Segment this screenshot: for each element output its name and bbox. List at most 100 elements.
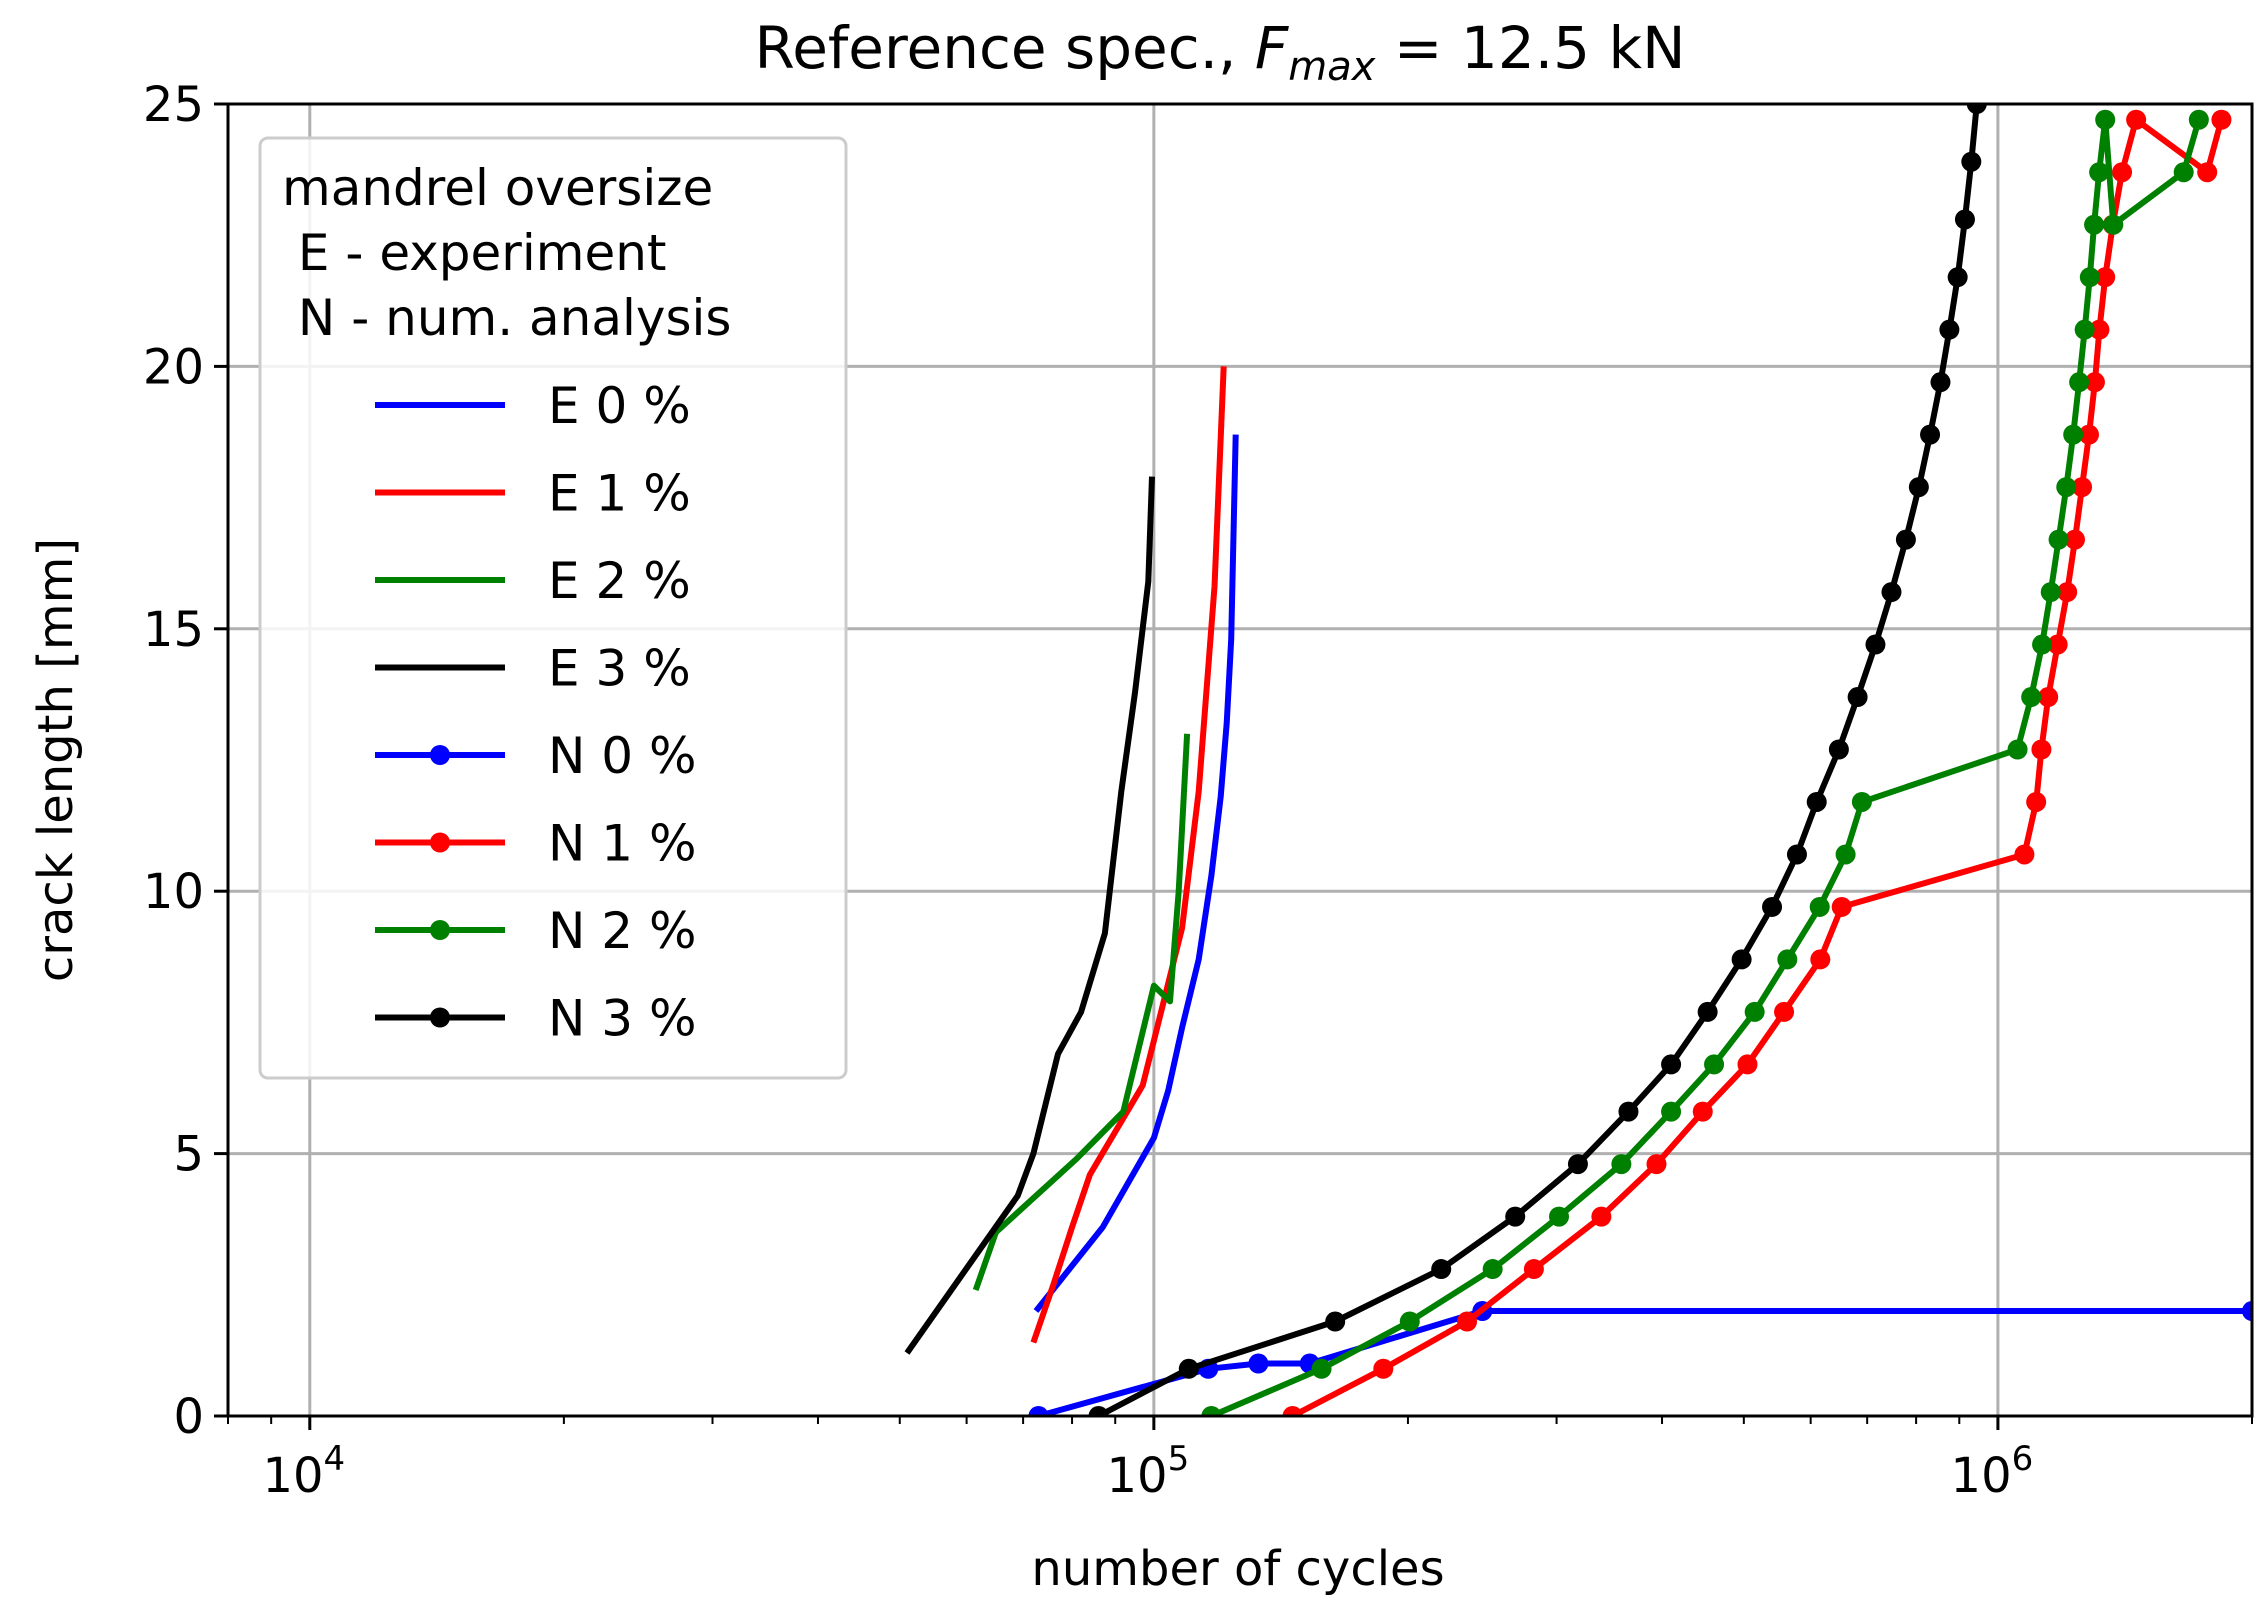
data-point — [1786, 844, 1807, 865]
data-point — [1282, 1406, 1303, 1416]
axis-ticks: 104 105 106 0 5 10 15 20 25 — [143, 77, 2253, 1504]
data-point — [2079, 267, 2100, 288]
data-point — [2197, 162, 2218, 183]
series-e-3 — [904, 476, 1155, 1355]
legend-label: N 2 % — [548, 902, 697, 960]
legend: mandrel oversize E - experiment N - num.… — [258, 136, 848, 1080]
data-point — [1744, 1001, 1765, 1022]
data-point — [1847, 687, 1868, 708]
legend-marker — [430, 1007, 450, 1028]
data-point — [1988, 31, 2008, 51]
data-point — [2048, 529, 2069, 550]
y-tick-label: 0 — [173, 1389, 204, 1445]
data-point — [1661, 1054, 1682, 1075]
data-point — [1895, 529, 1916, 550]
legend-entry: N 3 % — [375, 990, 697, 1048]
data-point — [1930, 372, 1951, 393]
data-point — [2014, 844, 2035, 865]
data-point — [2032, 634, 2053, 655]
data-point — [1851, 791, 1872, 812]
data-point — [2084, 214, 2105, 235]
y-tick-label: 25 — [143, 77, 204, 133]
chart-title: Reference spec., Fmax = 12.5 kN — [755, 14, 1686, 90]
series-e-0 — [1033, 434, 1239, 1313]
data-point — [1774, 1001, 1795, 1022]
data-point — [2188, 109, 2209, 130]
data-point — [1881, 582, 1902, 603]
data-point — [1399, 1311, 1420, 1332]
series-n-3 — [1088, 31, 2008, 1416]
plot-frame — [226, 102, 2254, 1418]
legend-entry: E 3 % — [375, 640, 691, 698]
legend-marker — [430, 745, 450, 765]
data-point — [2047, 634, 2068, 655]
data-point — [2021, 687, 2042, 708]
data-point — [2084, 372, 2105, 393]
data-point — [2173, 162, 2194, 183]
data-point — [1201, 1406, 1222, 1416]
legend-marker — [430, 832, 450, 853]
data-point — [1311, 1358, 1332, 1379]
data-point — [1567, 1154, 1588, 1175]
data-point — [1373, 1358, 1394, 1379]
data-point — [1248, 1353, 1269, 1374]
data-point — [1920, 424, 1941, 445]
data-point — [2078, 424, 2099, 445]
data-point — [2031, 739, 2052, 760]
x-tick-label: 104 — [262, 1439, 345, 1504]
series-line — [1033, 434, 1239, 1313]
data-point — [2242, 1301, 2252, 1322]
data-point — [1762, 896, 1783, 917]
data-point — [1611, 1154, 1632, 1175]
legend-entry: N 1 % — [375, 815, 697, 873]
series-n-2 — [1201, 109, 2209, 1416]
data-point — [1646, 1154, 1667, 1175]
data-point — [1692, 1101, 1713, 1122]
data-point — [1835, 844, 1856, 865]
series-line — [1291, 116, 2225, 1416]
data-point — [2095, 267, 2116, 288]
data-point — [2089, 319, 2110, 340]
series-e-1 — [1030, 366, 1227, 1344]
data-point — [2063, 424, 2084, 445]
data-point — [2211, 109, 2232, 130]
data-point — [1828, 739, 1849, 760]
data-point — [2064, 529, 2085, 550]
legend-label: E 0 % — [548, 377, 691, 435]
x-tick-label: 106 — [1951, 1439, 2034, 1504]
data-point — [1939, 319, 1960, 340]
series-n-1 — [1282, 109, 2232, 1416]
data-point — [2057, 582, 2078, 603]
data-point — [2038, 687, 2059, 708]
data-point — [1831, 896, 1852, 917]
series-line — [1210, 116, 2202, 1416]
legend-label: N 3 % — [548, 990, 697, 1048]
data-point — [1482, 1259, 1503, 1280]
data-point — [1618, 1101, 1639, 1122]
data-point — [1954, 209, 1975, 230]
data-point — [2126, 109, 2147, 130]
data-point — [1704, 1054, 1725, 1075]
legend-entry: N 2 % — [375, 902, 697, 960]
series-e-2 — [972, 733, 1191, 1291]
data-point — [2069, 372, 2090, 393]
series-line — [1097, 104, 1980, 1416]
data-point — [1731, 949, 1752, 970]
legend-entry: E 2 % — [375, 552, 691, 610]
data-point — [2026, 791, 2047, 812]
data-point — [2112, 162, 2133, 183]
data-point — [1810, 949, 1831, 970]
series-line — [972, 733, 1191, 1291]
legend-label: N 0 % — [548, 727, 697, 785]
legend-label: E 3 % — [548, 640, 691, 698]
data-point — [2089, 162, 2110, 183]
series-layer — [904, 31, 2252, 1416]
data-point — [1777, 949, 1798, 970]
series-line — [1037, 1308, 2252, 1416]
x-tick-label: 105 — [1106, 1439, 1189, 1504]
legend-label: N 1 % — [548, 815, 697, 873]
data-point — [2095, 109, 2116, 130]
data-point — [1947, 267, 1968, 288]
series-line — [904, 476, 1155, 1355]
data-point — [1966, 104, 1987, 114]
